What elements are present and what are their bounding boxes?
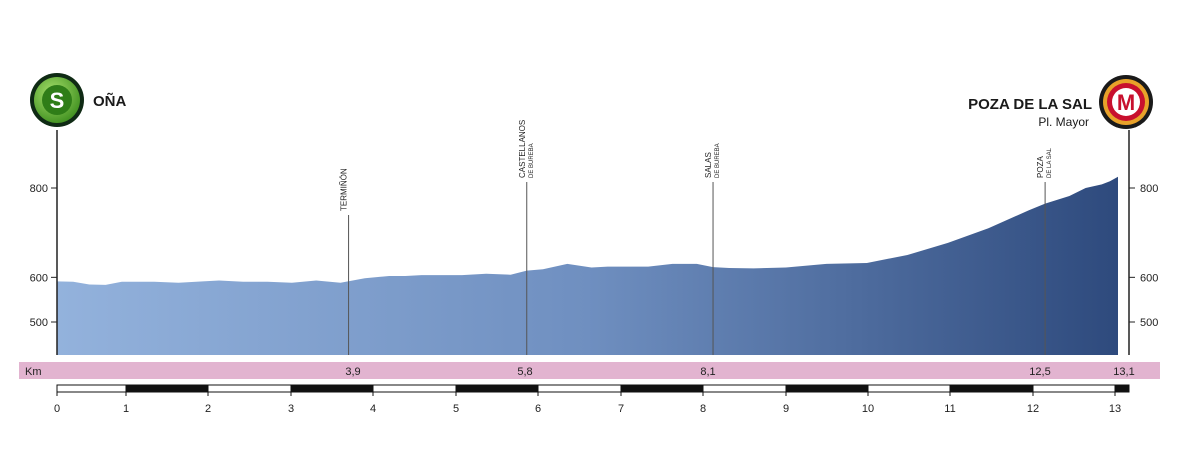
left-ytick-label: 600 [30,272,48,284]
km-band-mark: 3,9 [345,366,360,378]
xtick-label: 5 [453,403,459,415]
km-band-mark: 5,8 [517,366,532,378]
km-band [19,362,1160,379]
km-band-mark: 12,5 [1029,366,1050,378]
finish-badge: M [1099,75,1153,129]
xtick-label: 8 [700,403,706,415]
left-ytick-label: 500 [30,317,48,329]
waypoint-label-group: CASTELLANOS DE BUREBA [518,120,535,178]
right-ytick-label: 800 [1140,183,1158,195]
xtick-label: 2 [205,403,211,415]
elevation-area [57,176,1118,355]
scale-segment [867,384,951,393]
waypoint-label-group: TERMIÑÓN [340,168,349,211]
finish-badge-letter: M [1117,90,1135,115]
xtick-label: 7 [618,403,624,415]
start-badge-letter: S [50,88,65,113]
xtick-label: 13 [1109,403,1121,415]
xtick-label: 10 [862,403,874,415]
scale-segment [1114,384,1130,393]
finish-sub: Pl. Mayor [1038,115,1089,129]
waypoint-label: POZA [1036,156,1045,178]
scale-segment [785,384,869,393]
km-band-mark: 8,1 [700,366,715,378]
right-ytick-label: 600 [1140,272,1158,284]
scale-segment [702,384,787,393]
start-badge: S [30,73,84,127]
waypoint-label: TERMIÑÓN [340,168,349,211]
waypoint-label-group: POZA DE LA SAL [1036,147,1053,178]
scale-segment [56,384,127,393]
scale-segment [290,384,374,393]
xtick-label: 0 [54,403,60,415]
waypoint-sublabel: DE BUREBA [529,143,535,178]
scale-segment [207,384,292,393]
scale-segment [537,384,622,393]
waypoint-sublabel: DE BUREBA [715,143,721,178]
distance-scale-bar [56,384,1130,393]
xtick-label: 3 [288,403,294,415]
xtick-label: 9 [783,403,789,415]
start-name: OÑA [93,92,127,110]
right-ytick-label: 500 [1140,317,1158,329]
scale-segment [620,384,704,393]
scale-segment [372,384,457,393]
left-y-axis: 500 600 800 [30,130,58,355]
waypoint-sublabel: DE LA SAL [1047,147,1053,178]
waypoint-label-group: SALAS DE BUREBA [704,143,721,178]
right-y-axis: 500 600 800 [1128,130,1158,355]
x-axis-ticks: 0 1 2 3 4 5 6 7 8 9 10 11 12 13 [54,392,1121,415]
scale-segment [455,384,539,393]
km-band-marks: 3,9 5,8 8,1 12,5 13,1 [345,366,1134,378]
left-ytick-label: 800 [30,183,48,195]
xtick-label: 1 [123,403,129,415]
waypoint-label: SALAS [704,152,713,178]
km-band-label: Km [25,366,42,378]
finish-name: POZA DE LA SAL [968,96,1092,113]
xtick-label: 11 [944,403,955,415]
xtick-label: 4 [370,403,376,415]
scale-segment [1032,384,1116,393]
waypoint-label: CASTELLANOS [518,120,527,178]
km-band-mark: 13,1 [1113,366,1134,378]
xtick-label: 6 [535,403,541,415]
scale-segment [949,384,1034,393]
xtick-label: 12 [1027,403,1039,415]
scale-segment [125,384,209,393]
